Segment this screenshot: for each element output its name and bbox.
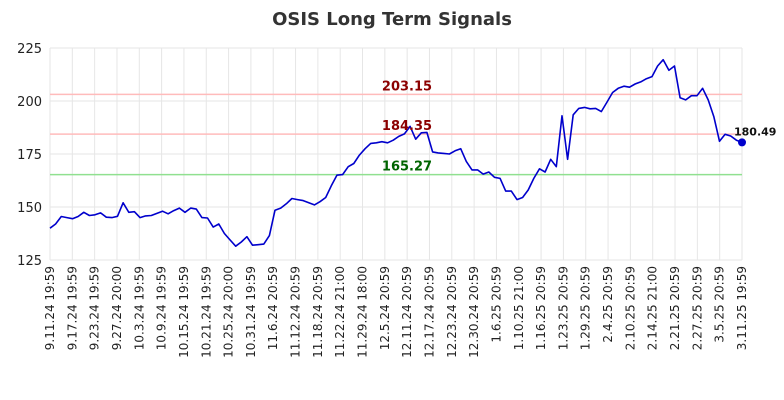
x-tick-label: 9.27.24 20:00 <box>110 266 124 350</box>
x-tick-label: 9.11.24 19:59 <box>43 266 57 350</box>
label-layer: 203.15 184.35 165.27 180.49 <box>382 79 777 174</box>
x-tick-label: 9.17.24 19:59 <box>65 266 79 350</box>
grid-layer <box>49 47 743 261</box>
x-tick-label: 10.9.24 19:59 <box>155 266 169 350</box>
y-axis: 125 150 175 200 225 <box>17 42 42 269</box>
x-tick-label: 1.29.25 20:59 <box>579 266 593 350</box>
x-tick-label: 1.16.25 20:59 <box>534 266 548 350</box>
x-tick-label: 2.10.25 20:59 <box>623 266 637 350</box>
x-tick-label: 12.11.24 20:59 <box>400 266 414 358</box>
horizontal-lines <box>50 93 742 176</box>
x-tick-label: 10.25.24 20:00 <box>222 266 236 358</box>
series-layer <box>49 58 746 247</box>
x-tick-label: 9.23.24 19:59 <box>88 266 102 350</box>
x-tick-label: 12.30.24 20:59 <box>467 266 481 358</box>
x-tick-label: 11.29.24 18:00 <box>356 266 370 358</box>
x-tick-label: 2.27.25 20:59 <box>690 266 704 350</box>
last-point-marker <box>738 138 746 147</box>
x-tick-label: 1.10.25 21:00 <box>512 266 526 350</box>
x-tick-label: 2.21.25 20:59 <box>668 266 682 350</box>
chart-title: OSIS Long Term Signals <box>272 9 512 30</box>
x-tick-label: 12.5.24 20:59 <box>378 266 392 350</box>
y-tick-label: 125 <box>17 254 42 269</box>
x-tick-label: 10.21.24 19:59 <box>199 266 213 358</box>
x-tick-label: 2.14.25 21:00 <box>646 266 660 350</box>
x-tick-label: 10.15.24 19:59 <box>177 266 191 358</box>
signal-line-label: 203.15 <box>382 79 432 94</box>
x-tick-label: 3.11.25 19:59 <box>735 266 749 350</box>
x-tick-label: 12.23.24 20:59 <box>445 266 459 358</box>
price-line <box>49 58 743 247</box>
x-tick-label: 10.31.24 19:59 <box>244 266 258 358</box>
x-tick-label: 11.18.24 20:59 <box>311 266 325 358</box>
x-tick-label: 11.12.24 20:59 <box>289 266 303 358</box>
signal-line-label: 165.27 <box>382 160 432 175</box>
x-tick-label: 12.17.24 20:59 <box>422 266 436 358</box>
y-tick-label: 225 <box>17 42 42 57</box>
x-tick-label: 1.23.25 20:59 <box>556 266 570 350</box>
y-tick-label: 150 <box>17 201 42 216</box>
x-axis: 9.11.24 19:59 9.17.24 19:59 9.23.24 19:59 9… <box>43 266 749 358</box>
signal-line-label: 184.35 <box>382 119 432 134</box>
x-tick-label: 10.3.24 19:59 <box>132 266 146 350</box>
x-tick-label: 11.22.24 21:00 <box>333 266 347 358</box>
last-point-label: 180.49 <box>734 125 776 138</box>
y-tick-label: 175 <box>17 148 42 163</box>
x-tick-label: 11.6.24 20:59 <box>266 266 280 350</box>
y-tick-label: 200 <box>17 95 42 110</box>
x-tick-label: 2.4.25 20:59 <box>601 266 615 343</box>
x-tick-label: 1.6.25 20:59 <box>489 266 503 343</box>
x-tick-label: 3.5.25 20:59 <box>713 266 727 343</box>
